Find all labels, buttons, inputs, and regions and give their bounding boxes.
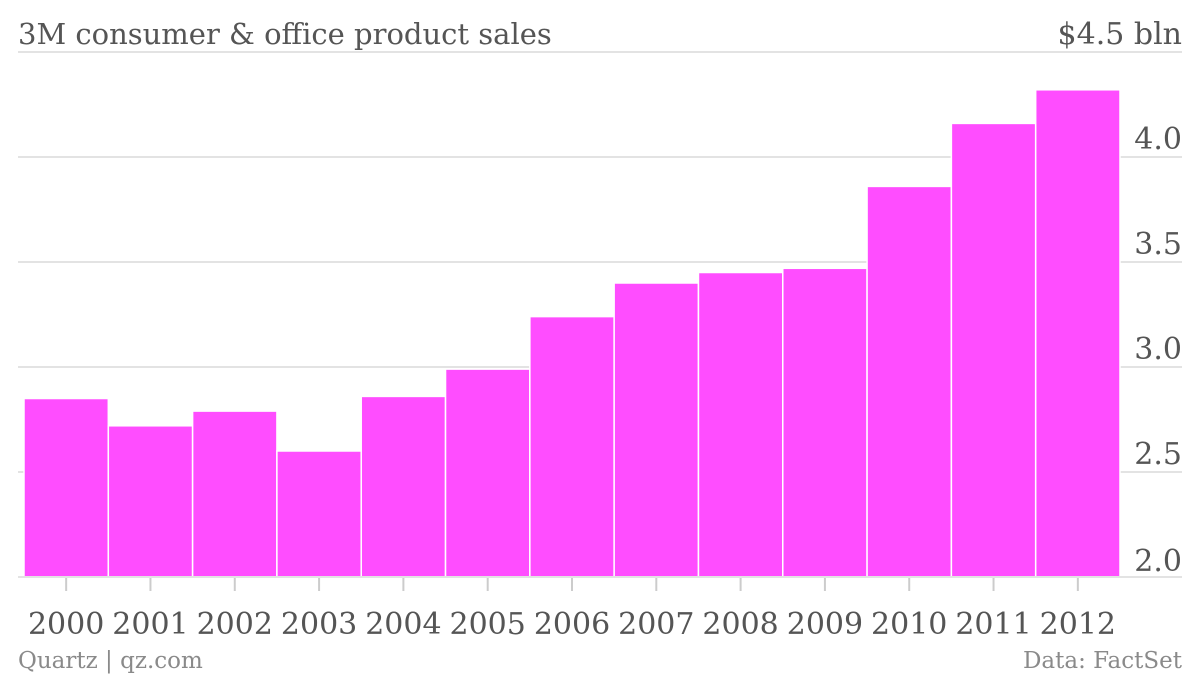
x-tick-label-2002: 2002 [197, 607, 273, 642]
x-tick-label-2003: 2003 [281, 607, 357, 642]
y-tick-label-3.5: 3.5 [1134, 227, 1182, 262]
bar-2012 [1034, 89, 1121, 578]
x-tick-label-2001: 2001 [112, 607, 188, 642]
bar-2005 [444, 368, 531, 578]
x-tick-label-2005: 2005 [450, 607, 526, 642]
x-tick-label-2010: 2010 [871, 607, 947, 642]
x-tick-label-2007: 2007 [618, 607, 694, 642]
bar-2001 [107, 425, 194, 578]
x-tick-label-2006: 2006 [534, 607, 610, 642]
bar-2011 [950, 122, 1037, 578]
bar-2002 [191, 410, 278, 578]
x-tick-label-2011: 2011 [955, 607, 1031, 642]
bars-layer [23, 89, 1121, 578]
bar-2003 [276, 450, 362, 578]
bar-2009 [782, 267, 868, 578]
y-tick-label-3.0: 3.0 [1134, 332, 1182, 367]
y-top-unit-label: $4.5 bln [1058, 17, 1182, 52]
y-tick-label-4.0: 4.0 [1134, 122, 1182, 157]
bar-2000 [23, 397, 110, 578]
x-tick-label-2009: 2009 [787, 607, 863, 642]
bar-2010 [866, 185, 953, 578]
x-tick-label-2012: 2012 [1040, 607, 1116, 642]
data-source: Data: FactSet [1023, 648, 1183, 674]
y-tick-label-2.0: 2.0 [1134, 544, 1182, 579]
source-credit: Quartz | qz.com [18, 648, 203, 674]
x-tick-label-2004: 2004 [365, 607, 441, 642]
chart-title: 3M consumer & office product sales [18, 17, 552, 51]
bar-2008 [697, 271, 784, 578]
bar-2004 [360, 395, 447, 578]
bar-2007 [613, 282, 700, 578]
x-tick-label-2000: 2000 [28, 607, 104, 642]
bar-2006 [529, 315, 615, 578]
x-tick-label-2008: 2008 [702, 607, 778, 642]
y-tick-label-2.5: 2.5 [1134, 437, 1182, 472]
